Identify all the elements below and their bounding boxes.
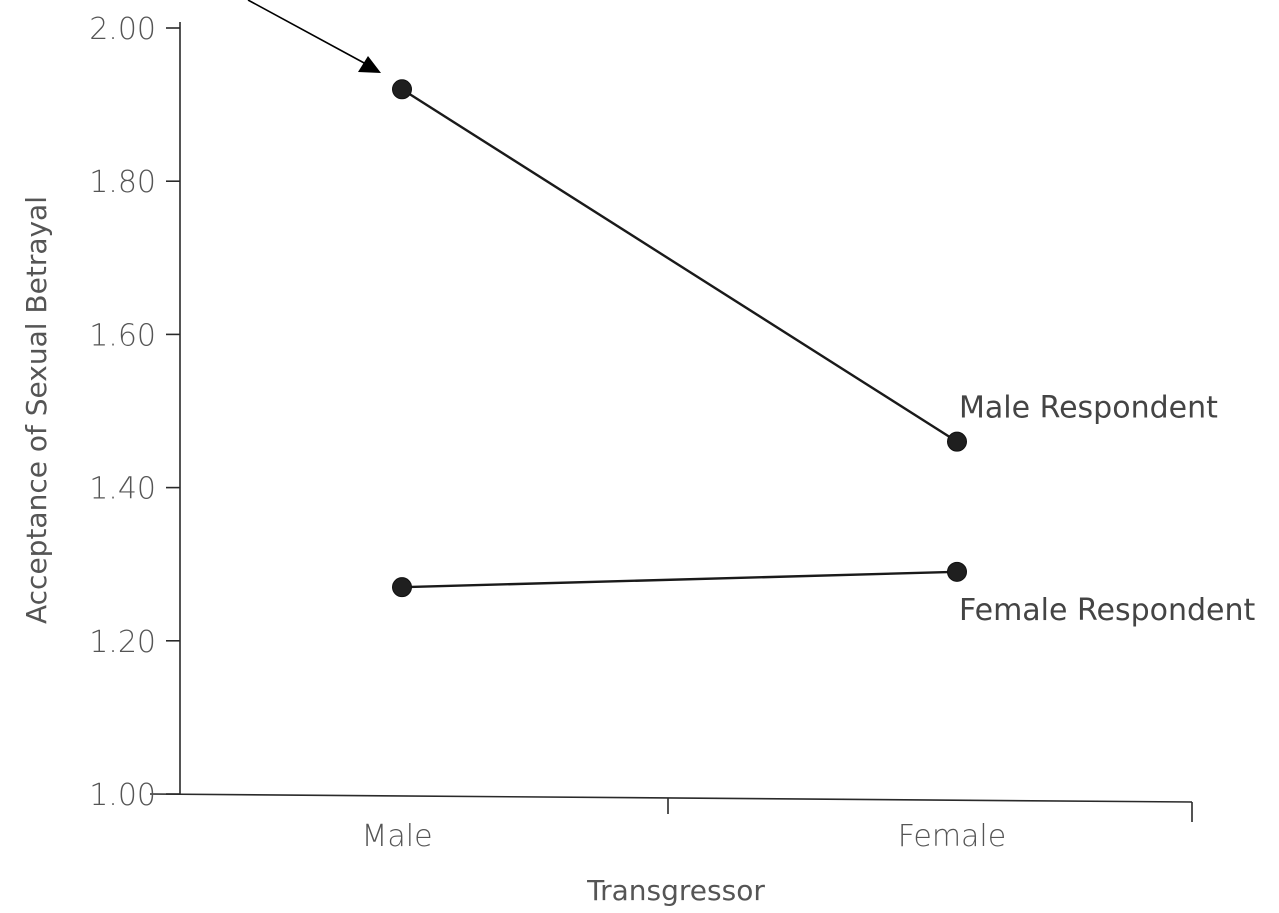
y-tick-label: 1.20: [89, 625, 156, 660]
series-line-female-respondent: [401, 570, 958, 589]
y-tick-label: 1.00: [89, 778, 156, 813]
series-label-male-respondent: Male Respondent: [959, 391, 1218, 426]
y-tick-label: 1.60: [89, 318, 156, 353]
series-line-male-respondent: [401, 88, 958, 443]
x-axis-line: [149, 793, 1193, 803]
data-point-male-respondent-female: [947, 431, 967, 452]
series-label-female-respondent: Female Respondent: [959, 593, 1256, 628]
data-point-male-respondent-male: [392, 79, 412, 100]
y-tick-label: 1.80: [89, 165, 156, 200]
y-ticks: 1.00 1.20 1.40 1.60 1.80 2.00: [89, 12, 180, 813]
x-tick-labels: Male Female: [361, 819, 1006, 854]
y-tick-label: 2.00: [89, 12, 156, 47]
y-tick-label: 1.40: [89, 472, 156, 507]
data-point-female-respondent-female: [947, 561, 967, 582]
x-axis-title: Transgressor: [586, 874, 765, 907]
x-tick-label-female: Female: [898, 819, 1006, 854]
annotation-arrow-head: [358, 56, 381, 73]
x-tick-label-male: Male: [361, 819, 432, 854]
data-point-female-respondent-male: [392, 577, 412, 598]
annotation-arrow: [247, 0, 381, 73]
y-axis-title: Acceptance of Sexual Betrayal: [20, 196, 53, 624]
series-group: Male Respondent Female Respondent: [392, 79, 1256, 628]
annotation-arrow-shaft: [247, 0, 367, 65]
